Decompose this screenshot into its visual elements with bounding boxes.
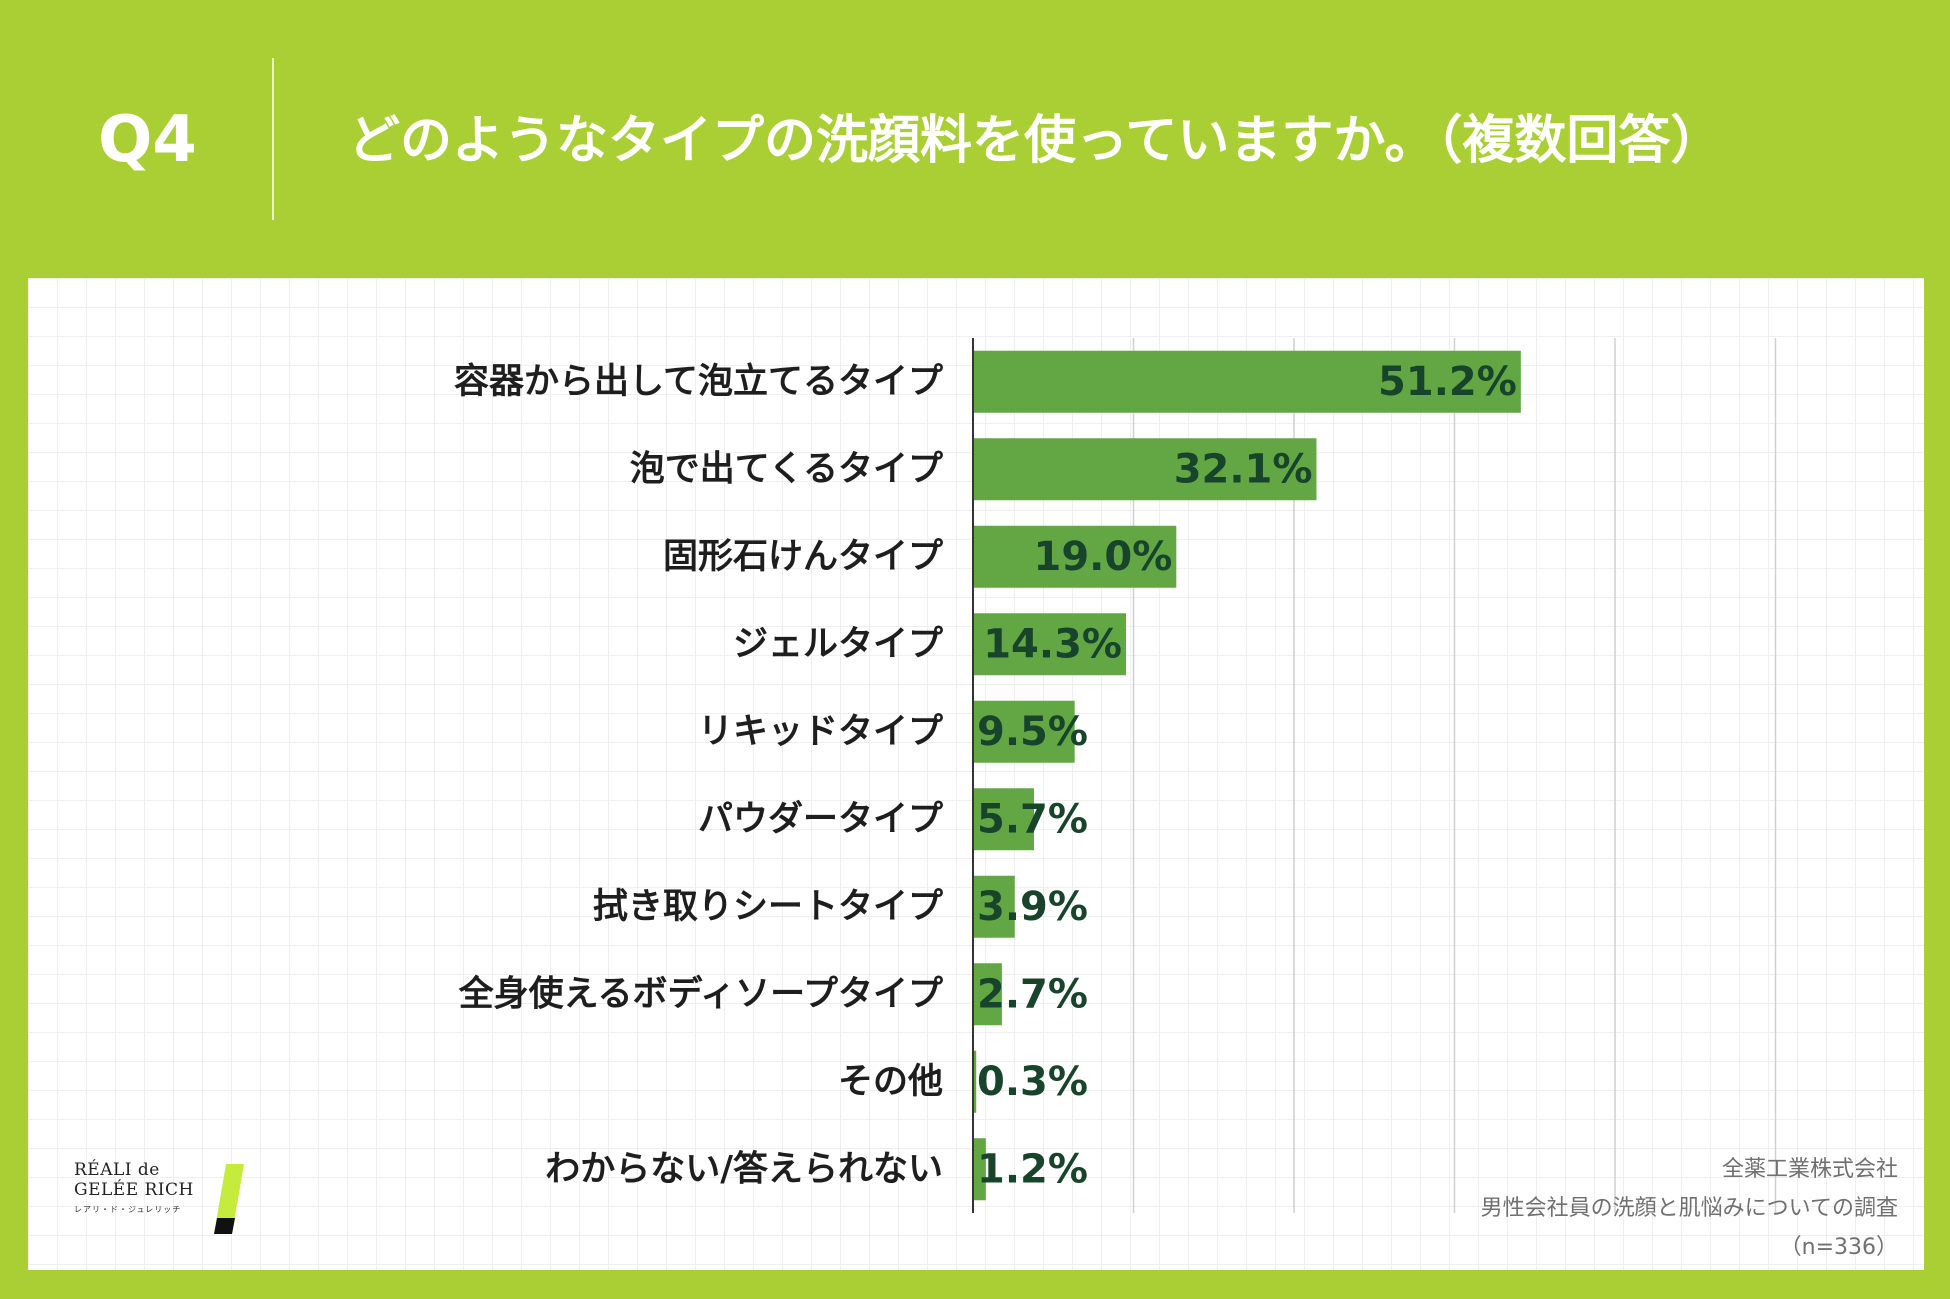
logo-line-2: GELÉE RICH <box>74 1180 194 1200</box>
source-company: 全薬工業株式会社 <box>1721 1157 1898 1182</box>
value-label: 51.2% <box>1378 359 1517 405</box>
brand-logo: RÉALI de GELÉE RICH レアリ・ド・ジュレリッチ <box>74 1160 264 1240</box>
category-labels: 容器から出して泡立てるタイプ泡で出てくるタイプ固形石けんタイプジェルタイプリキッ… <box>454 362 943 1190</box>
value-label: 9.5% <box>977 709 1088 755</box>
value-label: 32.1% <box>1174 446 1313 492</box>
question-title: どのようなタイプの洗顔料を使っていますか。（複数回答） <box>348 111 1723 171</box>
category-label: わからない/答えられない <box>545 1149 943 1189</box>
source-survey: 男性会社員の洗顔と肌悩みについての調査 <box>1480 1196 1898 1221</box>
category-label: 泡で出てくるタイプ <box>630 449 943 489</box>
value-label: 0.3% <box>977 1059 1088 1105</box>
value-label: 3.9% <box>977 884 1088 930</box>
bar <box>973 525 1177 588</box>
category-label: 全身使えるボディソープタイプ <box>458 973 943 1014</box>
bar <box>973 788 1034 851</box>
category-label: 容器から出して泡立てるタイプ <box>454 362 943 402</box>
value-label: 19.0% <box>1034 534 1173 580</box>
question-number: Q4 <box>98 103 197 177</box>
category-label: 固形石けんタイプ <box>663 537 943 577</box>
category-label: 拭き取りシートタイプ <box>593 887 943 927</box>
bar <box>973 438 1317 501</box>
logo-line-1: RÉALI de <box>74 1160 160 1180</box>
header-divider <box>272 58 274 220</box>
logo-mark-icon <box>214 1164 244 1234</box>
bar <box>973 350 1521 413</box>
source-sample: （n=336） <box>1779 1235 1898 1260</box>
bar <box>973 1050 977 1113</box>
category-label: その他 <box>838 1062 943 1102</box>
category-label: ジェルタイプ <box>733 624 943 664</box>
category-label: パウダータイプ <box>698 799 943 839</box>
bar <box>973 700 1075 763</box>
bar <box>973 1138 986 1201</box>
bar <box>973 613 1127 676</box>
bar <box>973 875 1015 938</box>
value-labels: 51.2% 32.1%19.0% 14.3% 9.5% 5.7% 3.9% 2.7% 0.3%… <box>977 359 1517 1193</box>
value-label: 2.7% <box>977 971 1088 1017</box>
value-label: 1.2% <box>977 1146 1088 1192</box>
category-label: リキッドタイプ <box>698 712 943 752</box>
logo-line-3: レアリ・ド・ジュレリッチ <box>74 1205 182 1214</box>
source-note: 全薬工業株式会社 男性会社員の洗顔と肌悩みについての調査 （n=336） <box>1481 1150 1898 1267</box>
bars <box>973 350 1521 1201</box>
bar <box>973 963 1002 1026</box>
value-label: 5.7% <box>977 796 1088 842</box>
value-label: 14.3% <box>983 621 1122 667</box>
header: Q4 どのようなタイプの洗顔料を使っていますか。（複数回答） <box>0 0 1950 270</box>
